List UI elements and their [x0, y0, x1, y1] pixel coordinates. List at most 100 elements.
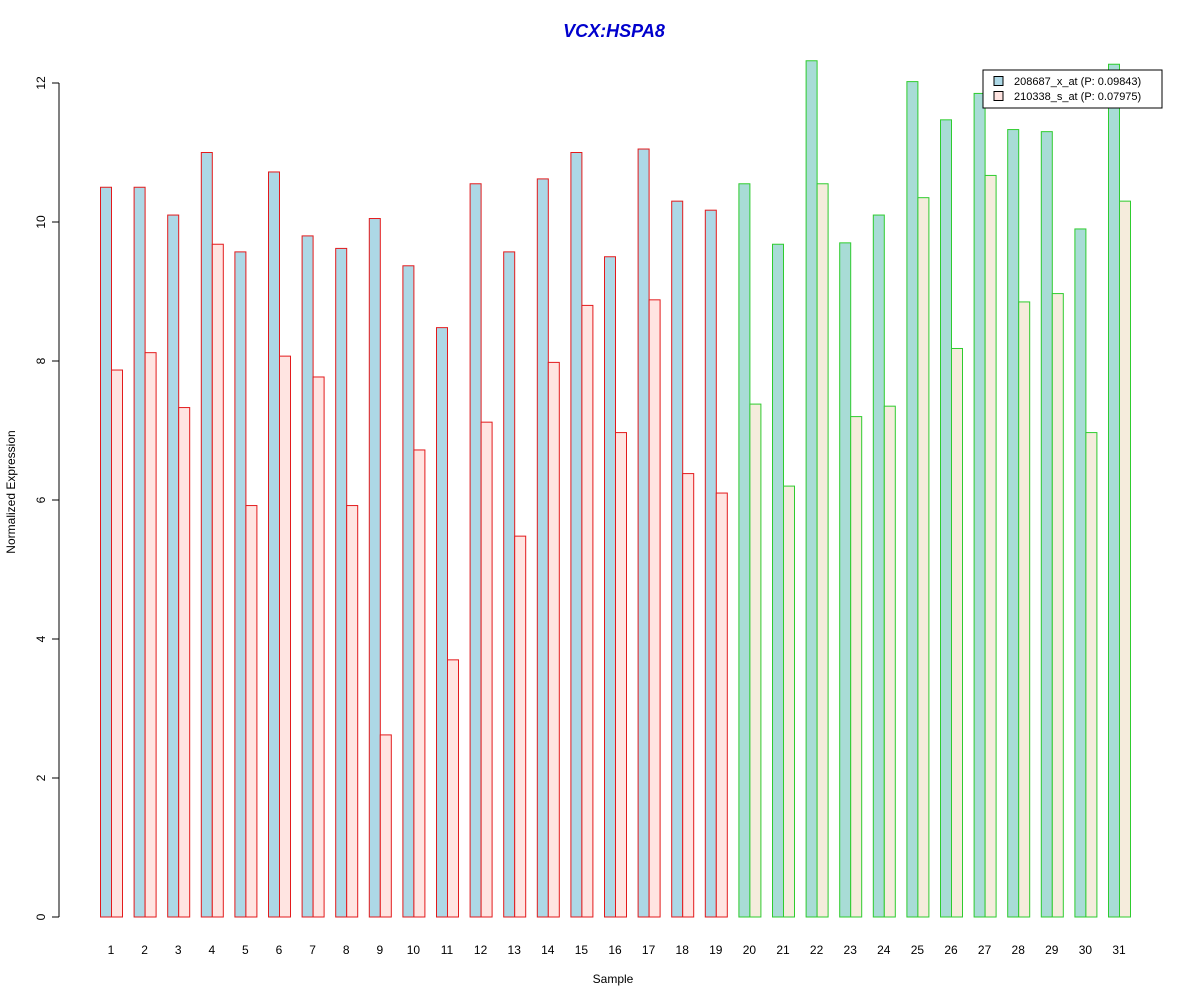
- legend-swatch-2: [993, 91, 1004, 101]
- bar-s2-sample-14: [547, 361, 560, 918]
- bar-s1-sample-25: [906, 81, 919, 918]
- bar-s2-sample-30: [1085, 432, 1098, 918]
- x-tick-label: 16: [608, 943, 622, 957]
- legend-label-1: 208687_x_at (P: 0.09843): [1014, 76, 1141, 88]
- x-tick-label: 3: [175, 943, 182, 957]
- x-tick-label: 14: [541, 943, 555, 957]
- bar-s1-sample-4: [200, 152, 213, 918]
- bar-s1-sample-31: [1108, 63, 1120, 918]
- bar-s2-sample-9: [379, 734, 392, 918]
- x-tick-label: 19: [709, 943, 723, 957]
- y-tick-label: 10: [34, 215, 48, 229]
- bar-s1-sample-22: [805, 60, 818, 918]
- y-tick-label: 6: [34, 496, 48, 503]
- bar-s1-sample-1: [100, 186, 112, 918]
- bar-s1-sample-8: [335, 247, 348, 918]
- bar-s2-sample-4: [211, 243, 224, 918]
- bar-s2-sample-12: [480, 421, 493, 918]
- bar-s2-sample-27: [984, 174, 997, 918]
- bar-s1-sample-28: [1007, 129, 1020, 918]
- bar-s2-sample-2: [144, 352, 157, 918]
- bar-s1-sample-17: [637, 148, 650, 918]
- x-tick-label: 31: [1112, 943, 1126, 957]
- bar-s1-sample-23: [839, 242, 852, 918]
- x-tick-label: 6: [276, 943, 283, 957]
- x-tick-label: 7: [309, 943, 316, 957]
- bar-s2-sample-7: [312, 376, 325, 918]
- x-tick-label: 8: [343, 943, 350, 957]
- bar-s2-sample-10: [413, 449, 426, 918]
- legend-swatch-1: [993, 76, 1004, 86]
- bar-s1-sample-13: [503, 251, 516, 918]
- bar-s2-sample-24: [883, 405, 896, 918]
- x-tick-label: 18: [676, 943, 690, 957]
- bar-s1-sample-18: [671, 200, 684, 918]
- bar-s1-sample-3: [167, 214, 180, 918]
- legend-label-2: 210338_s_at (P: 0.07975): [1014, 91, 1141, 103]
- x-tick-label: 1: [108, 943, 115, 957]
- y-tick-label: 4: [34, 635, 48, 642]
- bar-s2-sample-6: [279, 355, 291, 918]
- bar-s2-sample-13: [514, 535, 527, 918]
- bar-s2-sample-22: [816, 183, 829, 918]
- y-tick-label: 2: [34, 774, 48, 781]
- chart-title: VCX:HSPA8: [563, 21, 665, 41]
- x-tick-label: 12: [474, 943, 488, 957]
- bar-s2-sample-17: [648, 299, 661, 918]
- bar-s2-sample-20: [749, 403, 762, 918]
- bar-s1-sample-27: [973, 92, 986, 918]
- bar-s1-sample-19: [704, 209, 717, 918]
- x-tick-label: 11: [441, 943, 454, 957]
- bar-s1-sample-10: [402, 265, 415, 918]
- bar-s1-sample-5: [234, 251, 247, 918]
- bar-s2-sample-11: [447, 659, 459, 918]
- bar-s1-sample-16: [604, 256, 616, 918]
- x-tick-label: 20: [743, 943, 757, 957]
- x-tick-label: 15: [575, 943, 589, 957]
- bar-s2-sample-1: [111, 369, 123, 918]
- legend-box: [982, 69, 1163, 109]
- bar-s1-sample-11: [436, 327, 448, 918]
- bar-s2-sample-21: [783, 485, 795, 918]
- bar-s2-sample-8: [346, 505, 359, 918]
- bar-s2-sample-18: [682, 473, 695, 918]
- y-axis-title: Normalized Expression: [4, 430, 18, 553]
- x-axis-title: Sample: [593, 972, 634, 986]
- legend: 208687_x_at (P: 0.09843) 210338_s_at (P: …: [982, 69, 1163, 109]
- x-tick-label: 29: [1045, 943, 1059, 957]
- bar-s2-sample-5: [245, 505, 258, 918]
- bar-s2-sample-25: [917, 197, 930, 918]
- bar-s2-sample-31: [1119, 200, 1131, 918]
- bar-s1-sample-12: [469, 183, 482, 918]
- bar-s1-sample-2: [133, 186, 146, 918]
- x-tick-label: 2: [141, 943, 148, 957]
- bar-s1-sample-20: [738, 183, 751, 918]
- x-tick-label: 26: [944, 943, 958, 957]
- bar-s1-sample-7: [301, 235, 314, 918]
- bar-s1-sample-24: [872, 214, 885, 918]
- y-axis: 0 2 4 6 8 10 12: [34, 76, 60, 920]
- bar-s2-sample-26: [951, 347, 963, 918]
- bar-s1-sample-9: [368, 218, 381, 918]
- bar-s2-sample-29: [1051, 293, 1064, 918]
- bar-s1-sample-15: [570, 152, 583, 918]
- x-tick-label: 27: [978, 943, 992, 957]
- bar-s2-sample-28: [1018, 301, 1031, 918]
- y-tick-label: 12: [34, 76, 48, 90]
- bar-s2-sample-23: [850, 416, 863, 918]
- bar-s1-sample-30: [1074, 228, 1087, 918]
- y-tick-label: 0: [34, 913, 48, 920]
- x-tick-label: 30: [1079, 943, 1093, 957]
- bar-s2-sample-19: [715, 492, 728, 918]
- x-tick-label: 21: [776, 943, 790, 957]
- bar-s1-sample-26: [940, 119, 952, 918]
- x-tick-label: 4: [208, 943, 215, 957]
- x-tick-label: 13: [508, 943, 522, 957]
- bar-s1-sample-14: [536, 178, 549, 918]
- bar-s2-sample-3: [178, 407, 191, 918]
- x-tick-label: 10: [407, 943, 421, 957]
- x-tick-label: 22: [810, 943, 824, 957]
- x-tick-label: 17: [642, 943, 656, 957]
- x-tick-labels: 1 2 3 4 5 6 7 8 9 10 11 12 13 14 15 16 17 18 19 20 21 22 23 24 2…: [108, 943, 1126, 957]
